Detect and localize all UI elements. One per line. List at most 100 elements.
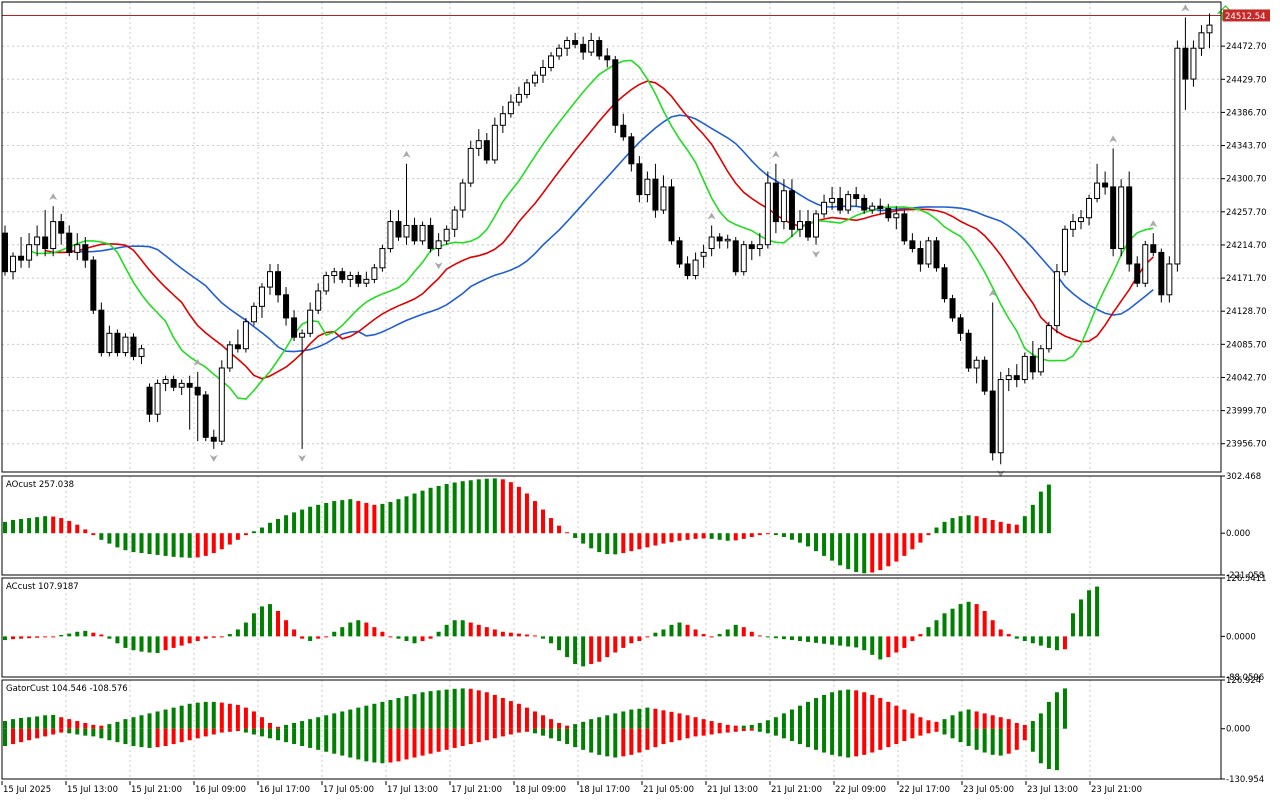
- gator-lower-bar: [83, 728, 88, 736]
- candle-bear: [748, 244, 755, 250]
- ao-bar: [549, 518, 554, 534]
- ac-bar: [11, 636, 16, 640]
- ao-bar: [211, 533, 216, 554]
- candle-bull: [315, 290, 322, 311]
- candle-bull: [138, 348, 145, 357]
- gator-upper-bar: [709, 721, 714, 729]
- ac-bar: [982, 611, 987, 637]
- ac-bar: [75, 631, 80, 637]
- gator-upper-bar: [950, 715, 955, 729]
- gator-upper-bar: [155, 711, 160, 729]
- gator-upper-bar: [990, 715, 995, 729]
- fractal-up-icon: [707, 212, 716, 220]
- ao-bar: [131, 533, 136, 553]
- ac-bar: [990, 620, 995, 637]
- gator-lower-bar: [364, 728, 369, 762]
- candle-bull: [331, 271, 338, 277]
- gator-lower-bar: [541, 728, 546, 736]
- ac-bar: [854, 636, 859, 648]
- ao-bar: [372, 504, 377, 534]
- ac-bar: [733, 624, 738, 637]
- candle-bull: [162, 379, 169, 384]
- gator-lower-bar: [59, 728, 64, 733]
- ac-bar: [629, 636, 634, 644]
- ac-bar: [532, 635, 537, 637]
- gator-lower-bar: [910, 728, 915, 739]
- gator-lower-bar: [950, 728, 955, 739]
- candle-bear: [668, 186, 675, 242]
- price-panel[interactable]: [2, 4, 1234, 478]
- gator-lower-bar: [123, 728, 128, 745]
- ac-bar: [35, 636, 40, 638]
- gator-lower-bar: [99, 728, 104, 739]
- ao-bar: [1022, 516, 1027, 534]
- indicator-panels[interactable]: [3, 478, 1100, 771]
- gator-lower-bar: [894, 728, 899, 745]
- y-tick-label: 23956.70: [1226, 440, 1267, 450]
- candle-bull: [925, 240, 932, 265]
- ao-bar: [966, 515, 971, 534]
- gator-lower-bar: [1006, 728, 1011, 754]
- gator-lower-bar: [27, 728, 32, 741]
- gator-upper-bar: [107, 724, 112, 729]
- candle-bear: [275, 271, 282, 296]
- candle-bear: [114, 332, 121, 354]
- ao-bar: [814, 533, 819, 552]
- y-tick-label: 24085.70: [1226, 340, 1267, 350]
- gator-upper-bar: [982, 713, 987, 729]
- y-tick-label: 23999.70: [1226, 407, 1267, 417]
- gator-lower-bar: [822, 728, 827, 753]
- ac-bar: [460, 620, 465, 637]
- ao-bar: [1030, 504, 1035, 534]
- ac-bar: [420, 636, 425, 641]
- ac-bar: [589, 636, 594, 665]
- gator-upper-bar: [645, 707, 650, 729]
- gator-upper-bar: [685, 715, 690, 729]
- ao-bar: [284, 515, 289, 534]
- ac-bar: [195, 636, 200, 641]
- ac-bar: [605, 636, 610, 658]
- ac-bar: [476, 624, 481, 637]
- ao-bar: [428, 487, 433, 534]
- candle-bear: [917, 248, 924, 265]
- gator-upper-bar: [19, 717, 24, 729]
- gator-lower-bar: [316, 728, 321, 750]
- ao-bar: [251, 531, 256, 534]
- gator-lower-bar: [886, 728, 891, 748]
- gator-upper-bar: [846, 689, 851, 729]
- candle-bear: [612, 59, 619, 126]
- ao-bar: [846, 533, 851, 570]
- x-tick-label: 16 Jul 09:00: [195, 785, 246, 795]
- gator-upper-bar: [171, 707, 176, 729]
- gator-lower-bar: [131, 728, 136, 747]
- gator-upper-bar: [822, 694, 827, 729]
- ac-bar: [524, 634, 529, 637]
- ac-bar: [484, 627, 489, 637]
- ac-bar: [171, 636, 176, 648]
- ac-bar: [27, 636, 32, 639]
- ac-bar: [621, 636, 626, 648]
- candle-bull: [459, 182, 466, 211]
- gator-lower-bar: [300, 728, 305, 747]
- gator-upper-bar: [147, 713, 152, 729]
- gator-lower-bar: [67, 728, 72, 734]
- candle-bull: [467, 147, 474, 184]
- ao-bar: [75, 524, 80, 534]
- gator-lower-bar: [629, 728, 634, 755]
- ac-bar: [1070, 613, 1075, 637]
- ac-bar: [43, 636, 48, 638]
- fractal-up-icon: [402, 150, 411, 158]
- gator-upper-bar: [516, 703, 521, 729]
- ao-bar: [645, 533, 650, 548]
- ao-bar: [902, 533, 907, 556]
- fractal-up-icon: [1149, 220, 1158, 228]
- gator-lower-bar: [516, 728, 521, 733]
- ao-bar: [1006, 523, 1011, 534]
- candle-bear: [732, 240, 739, 273]
- gator-upper-bar: [43, 715, 48, 729]
- gator-lower-bar: [476, 728, 481, 743]
- gator-lower-bar: [147, 728, 152, 748]
- ac-bar: [765, 636, 770, 638]
- candle-bear: [596, 40, 603, 57]
